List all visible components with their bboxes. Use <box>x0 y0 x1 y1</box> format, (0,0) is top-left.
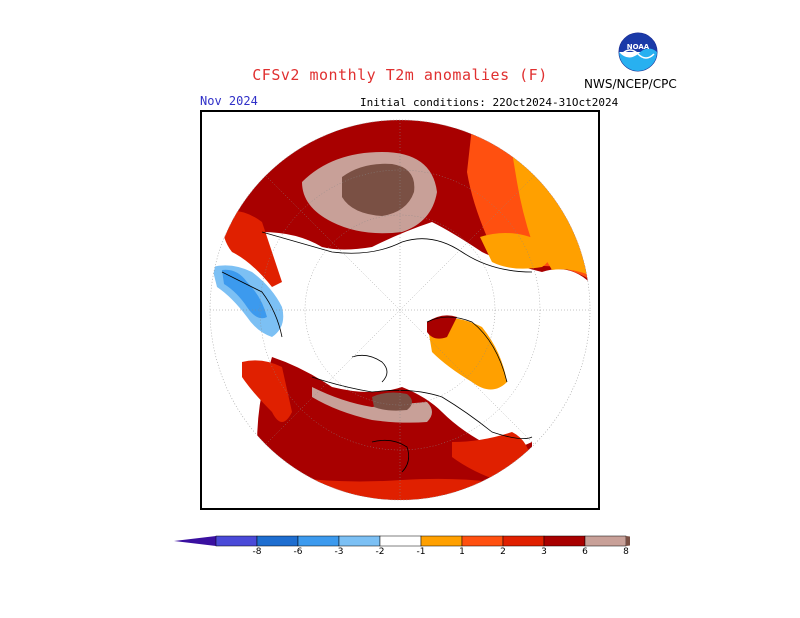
legend-arrow-high <box>626 536 630 546</box>
color-legend <box>174 535 630 547</box>
legend-tick-label: -2 <box>375 547 385 557</box>
legend-swatch <box>256 535 299 547</box>
legend-tick-label: -1 <box>416 547 426 557</box>
anomaly-region-alaska-red <box>427 315 457 339</box>
legend-swatch <box>543 535 586 547</box>
anomaly-region-russia-brown <box>342 163 415 216</box>
legend-swatch <box>420 535 463 547</box>
agency-label: NWS/NCEP/CPC <box>584 77 677 91</box>
map-frame <box>200 110 600 510</box>
map-title: CFSv2 monthly T2m anomalies (F) <box>252 66 548 84</box>
legend-tick-label: -6 <box>293 547 303 557</box>
legend-tick-label: 3 <box>541 547 547 557</box>
anomaly-region-greenland-brown <box>372 392 412 411</box>
legend-tick-label: 2 <box>500 547 506 557</box>
anomaly-region-canada-pink <box>312 387 432 423</box>
initial-conditions: Initial conditions: 22Oct2024-31Oct2024 <box>360 96 619 109</box>
legend-tick-label: -3 <box>334 547 344 557</box>
legend-tick-label: -8 <box>252 547 262 557</box>
anomaly-region-east-asia-orange <box>512 152 590 277</box>
legend-tick-label: 1 <box>459 547 465 557</box>
anomaly-region-na-bottom <box>292 477 492 500</box>
legend-swatch <box>379 535 422 547</box>
legend-tick-label: 8 <box>623 547 629 557</box>
legend-swatch <box>502 535 545 547</box>
svg-text:NOAA: NOAA <box>627 43 650 51</box>
anomaly-region-na-southwest <box>242 360 292 422</box>
legend-swatch <box>584 535 627 547</box>
legend-arrow-low <box>174 536 216 546</box>
legend-tick-label: 6 <box>582 547 588 557</box>
legend-swatch <box>338 535 381 547</box>
noaa-logo-icon: NOAA <box>618 32 658 72</box>
anomaly-region-atlantic-darkblue <box>222 269 267 319</box>
anomaly-region-europe-west <box>221 210 282 287</box>
anomaly-region-china-orange <box>480 233 550 269</box>
legend-swatch <box>297 535 340 547</box>
legend-swatch <box>215 535 258 547</box>
polar-anomaly-map <box>209 119 591 501</box>
forecast-month: Nov 2024 <box>200 94 258 108</box>
legend-swatch <box>461 535 504 547</box>
